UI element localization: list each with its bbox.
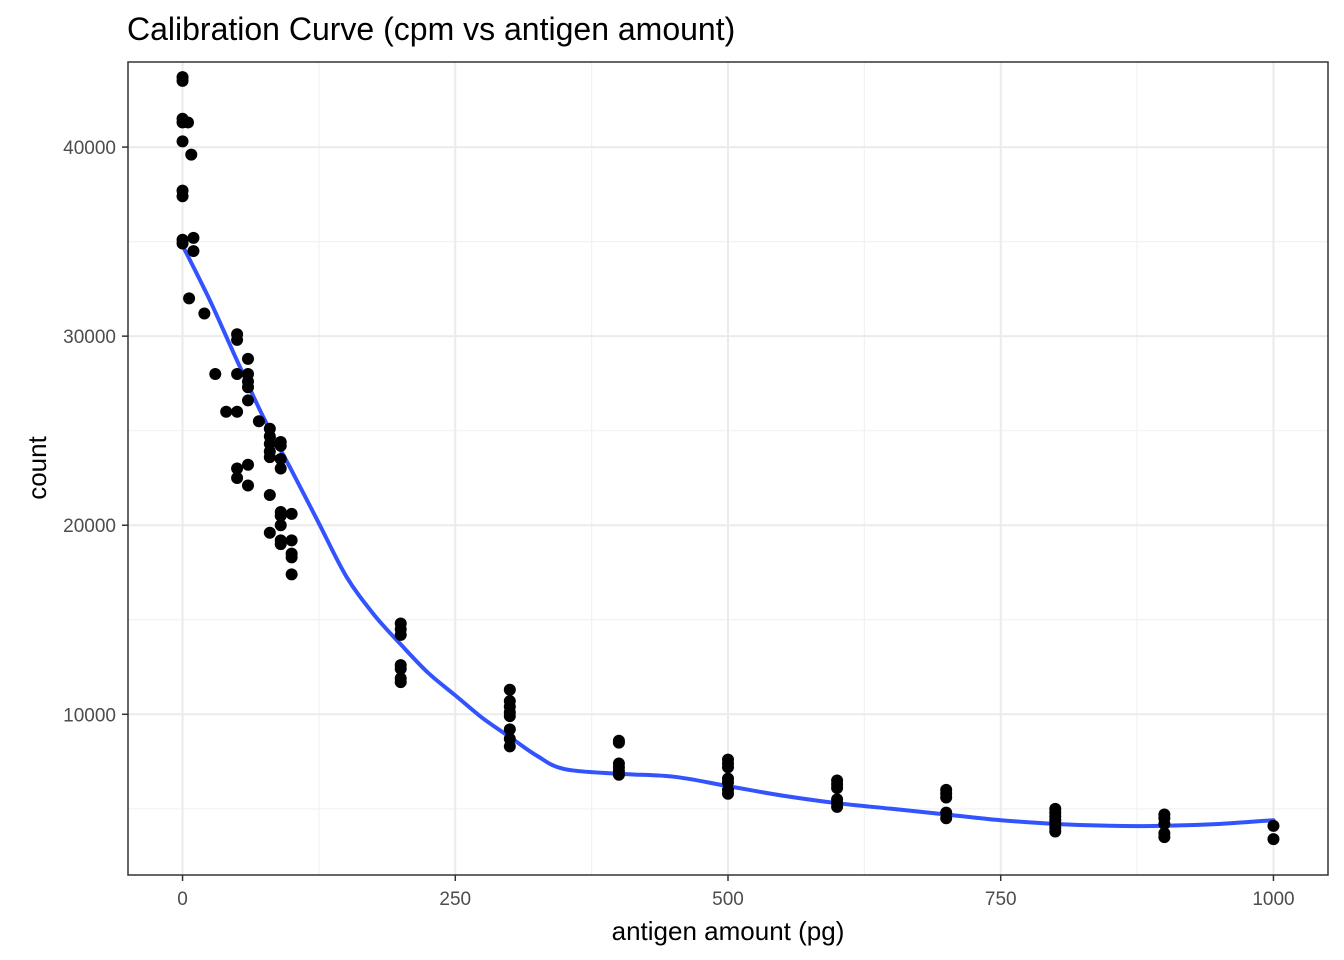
data-point — [831, 782, 844, 795]
data-point — [231, 405, 244, 418]
fit-curve-layer — [180, 243, 1276, 829]
data-point — [274, 519, 287, 532]
data-point — [231, 333, 244, 346]
data-point — [1267, 833, 1280, 846]
data-point — [176, 135, 189, 148]
fit-curve-line — [180, 243, 1276, 829]
data-point — [503, 740, 516, 753]
x-tick-label: 0 — [177, 889, 188, 910]
data-point — [242, 479, 254, 492]
data-point — [187, 245, 200, 258]
data-point — [274, 439, 287, 452]
data-point — [198, 307, 211, 320]
data-point — [242, 352, 254, 365]
data-point — [183, 292, 196, 305]
data-point — [285, 507, 298, 520]
y-tick-label: 20000 — [63, 516, 116, 537]
data-point — [940, 791, 953, 804]
data-point — [209, 367, 222, 380]
data-point — [263, 451, 276, 464]
data-point — [242, 381, 254, 394]
data-point — [394, 628, 407, 641]
data-point — [274, 453, 287, 466]
data-point — [831, 800, 844, 813]
x-axis-ticks: 0 250 500 750 1000 — [177, 875, 1295, 910]
data-point — [612, 736, 625, 749]
data-points — [176, 71, 1280, 846]
data-point — [1158, 817, 1171, 830]
y-tick-label: 40000 — [63, 138, 116, 159]
data-point — [187, 231, 200, 244]
data-point — [503, 683, 516, 696]
data-point — [285, 534, 298, 547]
data-point — [394, 662, 407, 675]
y-tick-label: 10000 — [63, 705, 116, 726]
x-tick-label: 750 — [985, 889, 1017, 910]
x-tick-label: 250 — [439, 889, 471, 910]
x-tick-label: 1000 — [1252, 889, 1294, 910]
data-point — [252, 415, 265, 428]
data-point — [176, 74, 189, 87]
data-point — [1158, 831, 1171, 844]
data-point — [176, 237, 189, 250]
data-point — [274, 462, 287, 475]
data-point — [231, 367, 244, 380]
data-point — [612, 768, 625, 781]
x-axis-label: antigen amount (pg) — [612, 916, 845, 946]
x-tick-label: 500 — [712, 889, 744, 910]
chart-title: Calibration Curve (cpm vs antigen amount… — [127, 11, 735, 47]
data-point — [285, 551, 298, 564]
data-point — [722, 787, 734, 800]
major-gridlines — [128, 62, 1328, 875]
data-point — [231, 462, 244, 475]
data-point — [503, 710, 516, 723]
data-point — [274, 538, 287, 551]
data-point — [394, 676, 407, 689]
data-point — [185, 148, 198, 161]
data-point — [176, 190, 189, 203]
y-tick-label: 30000 — [63, 327, 116, 348]
y-axis-ticks: 10000 20000 30000 40000 — [63, 138, 128, 726]
data-point — [1049, 825, 1062, 838]
data-point — [182, 116, 194, 129]
data-point — [503, 723, 516, 736]
data-point — [722, 761, 734, 774]
data-point — [940, 812, 953, 825]
data-point — [231, 471, 244, 484]
data-point — [274, 509, 287, 522]
y-axis-label: count — [22, 435, 52, 499]
data-point — [263, 488, 276, 501]
data-point — [263, 526, 276, 539]
data-point — [220, 405, 233, 418]
data-point — [242, 394, 254, 407]
data-point — [285, 568, 298, 581]
data-point — [242, 458, 254, 471]
data-point — [1267, 819, 1280, 832]
